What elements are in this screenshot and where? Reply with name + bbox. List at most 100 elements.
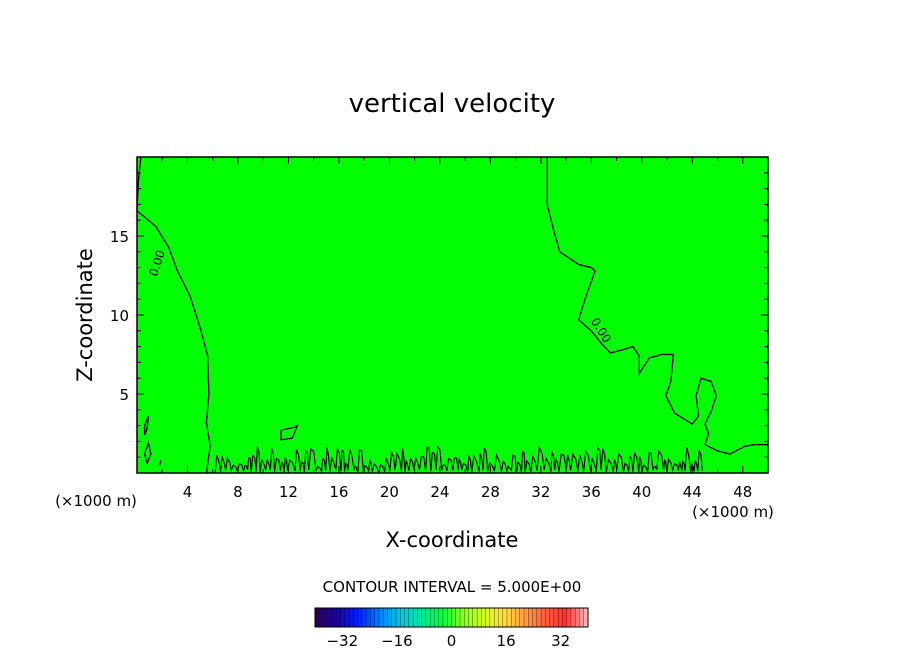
x-tick-label: 28: [481, 483, 500, 501]
colorbar-cell: [353, 607, 359, 628]
colorbar-cell: [387, 607, 393, 628]
colorbar-cell: [528, 607, 533, 628]
colorbar-cell: [391, 607, 397, 628]
y-ticks: 5 10 15: [110, 172, 768, 458]
contour-interval-text: CONTOUR INTERVAL = 5.000E+00: [323, 578, 582, 596]
x-tick-label: 48: [733, 483, 752, 501]
x-tick-label: 36: [582, 483, 601, 501]
colorbar-cell: [344, 607, 350, 628]
colorbar-cell: [515, 607, 521, 628]
x-unit-right: (×1000 m): [692, 503, 774, 521]
colorbar-cell: [476, 607, 482, 628]
colorbar-cell: [412, 607, 418, 628]
colorbar-cell: [430, 607, 435, 628]
colorbar-cell: [532, 607, 538, 628]
colorbar-cell: [451, 607, 457, 628]
x-tick-label: 20: [380, 483, 399, 501]
colorbar-cell: [502, 607, 508, 628]
colorbar-cell: [481, 607, 487, 628]
colorbar-cell: [545, 607, 551, 628]
heatmap-field: [137, 157, 768, 473]
colorbar-tick-label: −16: [381, 632, 413, 650]
colorbar-cell: [331, 607, 337, 628]
x-tick-label: 32: [531, 483, 550, 501]
colorbar-cell: [523, 607, 529, 628]
colorbar-tick-label: −32: [326, 632, 358, 650]
colorbar-cell: [553, 607, 559, 628]
colorbar-ticks: −32 −16 0 16 32: [326, 632, 570, 650]
colorbar-cell: [472, 607, 478, 628]
x-axis-label: X-coordinate: [386, 528, 519, 552]
colorbar-cell: [468, 607, 474, 628]
colorbar-cell: [494, 607, 499, 628]
x-tick-label: 8: [233, 483, 243, 501]
colorbar-cell: [442, 607, 448, 628]
colorbar-tick-label: 0: [447, 632, 457, 650]
colorbar-cell: [417, 607, 423, 628]
colorbar-cell: [340, 607, 346, 628]
colorbar-cell: [361, 607, 367, 628]
colorbar-cell: [506, 607, 512, 628]
colorbar-cell: [566, 607, 572, 628]
colorbar-cell: [404, 607, 410, 628]
colorbar-cell: [498, 607, 504, 628]
x-tick-label: 24: [430, 483, 449, 501]
colorbar-cell: [408, 607, 414, 628]
colorbar-cell: [378, 607, 384, 628]
colorbar-cell: [570, 607, 576, 628]
colorbar-cell: [511, 607, 516, 628]
colorbar-cell: [348, 607, 354, 628]
x-tick-label: 4: [183, 483, 193, 501]
colorbar-cell: [540, 607, 546, 628]
x-tick-label: 12: [279, 483, 298, 501]
colorbar-cell: [562, 607, 568, 628]
colorbar-frame: [314, 607, 589, 628]
y-tick-label: 15: [110, 228, 129, 246]
colorbar-cell: [336, 607, 342, 628]
colorbar-cell: [575, 607, 580, 628]
colorbar-cell: [519, 607, 525, 628]
colorbar-cell: [357, 607, 363, 628]
contour-line: [143, 415, 150, 436]
colorbar-cell: [459, 607, 465, 628]
y-tick-label: 10: [110, 307, 129, 325]
colorbar-cell: [579, 607, 585, 628]
colorbar-cell: [319, 607, 324, 628]
contour-line: [143, 440, 152, 464]
contour-line: [546, 157, 717, 445]
colorbar-cell: [323, 607, 329, 628]
colorbar-cell: [421, 607, 427, 628]
chart-title: vertical velocity: [349, 89, 556, 119]
contour-line: [159, 460, 162, 466]
y-axis-label: Z-coordinate: [73, 248, 97, 382]
x-unit-left: (×1000 m): [55, 492, 137, 510]
colorbar-cell: [485, 607, 491, 628]
colorbar-cell: [425, 607, 431, 628]
colorbar-cell: [536, 607, 542, 628]
colorbar-cell: [557, 607, 563, 628]
colorbar-cell: [366, 607, 371, 628]
x-tick-label: 16: [329, 483, 348, 501]
x-tick-label: 44: [683, 483, 702, 501]
contour-line: [280, 423, 299, 441]
colorbar-cell: [447, 607, 452, 628]
colorbar-cell: [464, 607, 470, 628]
colorbar-tick-label: 32: [551, 632, 570, 650]
colorbar-cell: [489, 607, 495, 628]
contour-line: [704, 443, 768, 455]
y-tick-label: 5: [119, 386, 129, 404]
colorbar-cell: [400, 607, 406, 628]
colorbar-cell: [383, 607, 388, 628]
x-tick-label: 40: [632, 483, 651, 501]
colorbar-tick-label: 16: [497, 632, 516, 650]
colorbar-cell: [438, 607, 444, 628]
colorbar-cell: [370, 607, 376, 628]
contour-line-surface: [214, 444, 703, 475]
x-ticks: 4 8 12 16 20 24 28 32 36 40 44 48: [161, 157, 752, 501]
colorbar-cell: [395, 607, 401, 628]
colorbar-cell: [327, 607, 333, 628]
colorbar: [314, 607, 589, 628]
colorbar-cell: [455, 607, 461, 628]
